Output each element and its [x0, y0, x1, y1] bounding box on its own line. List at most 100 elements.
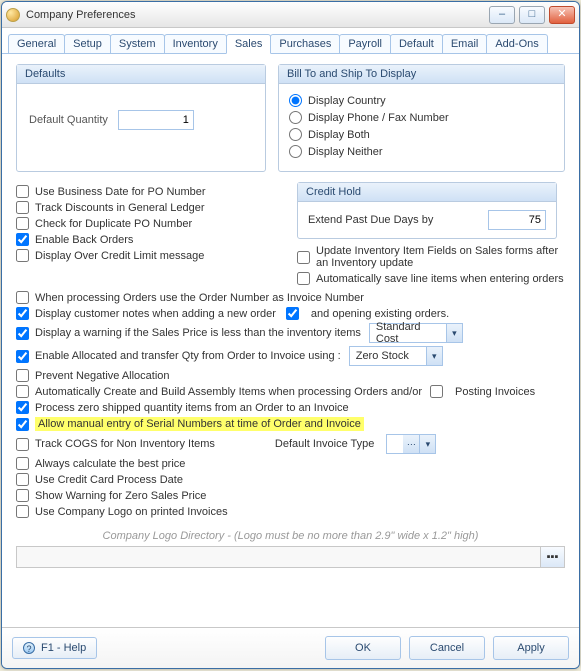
- browse-button[interactable]: ▪▪▪: [540, 547, 564, 567]
- credithold-header: Credit Hold: [298, 183, 556, 202]
- minimize-button[interactable]: –: [489, 6, 515, 24]
- tab-sales[interactable]: Sales: [226, 34, 272, 54]
- option-checkbox[interactable]: [16, 505, 29, 518]
- suffix-checkbox[interactable]: [430, 385, 443, 398]
- option-row: Update Inventory Item Fields on Sales fo…: [297, 245, 565, 269]
- option-checkbox[interactable]: [16, 201, 29, 214]
- footer: ? F1 - Help OK Cancel Apply: [2, 627, 579, 668]
- option-label: Display a warning if the Sales Price is …: [35, 327, 361, 339]
- billto-option: Display Country: [289, 94, 554, 107]
- billto-radio-label: Display Neither: [308, 146, 383, 158]
- option-checkbox[interactable]: [16, 418, 29, 431]
- extend-days-input[interactable]: [488, 210, 546, 230]
- apply-button[interactable]: Apply: [493, 636, 569, 660]
- option-checkbox[interactable]: [16, 291, 29, 304]
- billto-radio-label: Display Both: [308, 129, 370, 141]
- option-checkbox[interactable]: [16, 438, 29, 451]
- option-label: Enable Back Orders: [35, 234, 133, 246]
- option-label: Always calculate the best price: [35, 458, 185, 470]
- billto-radio[interactable]: [289, 94, 302, 107]
- option-checkbox[interactable]: [16, 217, 29, 230]
- option-row: Display a warning if the Sales Price is …: [16, 323, 565, 343]
- option-checkbox[interactable]: [16, 249, 29, 262]
- window-title: Company Preferences: [26, 9, 485, 21]
- option-label: Automatically Create and Build Assembly …: [35, 386, 422, 398]
- close-button[interactable]: ✕: [549, 6, 575, 24]
- suffix-label: and opening existing orders.: [311, 308, 449, 320]
- option-row: Display customer notes when adding a new…: [16, 307, 565, 320]
- ellipsis-icon: ⋯: [403, 435, 419, 453]
- tab-purchases[interactable]: Purchases: [270, 34, 340, 53]
- billto-radio-label: Display Country: [308, 95, 386, 107]
- default-qty-input[interactable]: [118, 110, 194, 130]
- option-checkbox[interactable]: [16, 457, 29, 470]
- tab-default[interactable]: Default: [390, 34, 443, 53]
- cancel-button[interactable]: Cancel: [409, 636, 485, 660]
- help-button[interactable]: ? F1 - Help: [12, 637, 97, 659]
- tab-email[interactable]: Email: [442, 34, 488, 53]
- tab-inventory[interactable]: Inventory: [164, 34, 227, 53]
- billto-radio[interactable]: [289, 111, 302, 124]
- logo-section: Company Logo Directory - (Logo must be n…: [16, 530, 565, 568]
- tab-setup[interactable]: Setup: [64, 34, 111, 53]
- suffix-checkbox[interactable]: [286, 307, 299, 320]
- ok-button[interactable]: OK: [325, 636, 401, 660]
- option-label: Track Discounts in General Ledger: [35, 202, 205, 214]
- titlebar: Company Preferences – □ ✕: [2, 2, 579, 28]
- billto-group: Bill To and Ship To Display Display Coun…: [278, 64, 565, 172]
- option-checkbox[interactable]: [297, 251, 310, 264]
- preferences-window: Company Preferences – □ ✕ GeneralSetupSy…: [1, 1, 580, 669]
- option-row: Display Over Credit Limit message: [16, 249, 285, 262]
- extend-label: Extend Past Due Days by: [308, 214, 488, 226]
- option-checkbox[interactable]: [16, 401, 29, 414]
- tab-general[interactable]: General: [8, 34, 65, 53]
- combo-value: Zero Stock: [350, 350, 426, 362]
- option-row: Show Warning for Zero Sales Price: [16, 489, 565, 502]
- defaults-header: Defaults: [17, 65, 265, 84]
- option-checkbox[interactable]: [16, 327, 29, 340]
- help-icon: ?: [23, 642, 35, 654]
- logo-path-row: ▪▪▪: [16, 546, 565, 568]
- maximize-button[interactable]: □: [519, 6, 545, 24]
- default-qty-label: Default Quantity: [29, 114, 108, 126]
- default-invoice-type-combo[interactable]: ⋯▾: [386, 434, 436, 454]
- option-label: Display Over Credit Limit message: [35, 250, 204, 262]
- tab-payroll[interactable]: Payroll: [339, 34, 391, 53]
- option-row: Enable Back Orders: [16, 233, 285, 246]
- billto-radio[interactable]: [289, 145, 302, 158]
- option-label: Process zero shipped quantity items from…: [35, 402, 349, 414]
- logo-path-input[interactable]: [17, 547, 540, 567]
- option-row: Track COGS for Non Inventory ItemsDefaul…: [16, 434, 565, 454]
- option-row: Allow manual entry of Serial Numbers at …: [16, 417, 565, 431]
- option-row: Prevent Negative Allocation: [16, 369, 565, 382]
- option-row: Automatically save line items when enter…: [297, 272, 565, 285]
- option-checkbox[interactable]: [16, 489, 29, 502]
- option-row: Check for Duplicate PO Number: [16, 217, 285, 230]
- option-label: Update Inventory Item Fields on Sales fo…: [316, 245, 565, 269]
- option-row: Automatically Create and Build Assembly …: [16, 385, 565, 398]
- option-label: Automatically save line items when enter…: [316, 273, 564, 285]
- option-label: Use Business Date for PO Number: [35, 186, 206, 198]
- tabs-row: GeneralSetupSystemInventorySalesPurchase…: [2, 28, 579, 54]
- option-label: Use Credit Card Process Date: [35, 474, 183, 486]
- billto-radio[interactable]: [289, 128, 302, 141]
- option-checkbox[interactable]: [16, 473, 29, 486]
- billto-radio-label: Display Phone / Fax Number: [308, 112, 449, 124]
- combo-select[interactable]: Zero Stock▾: [349, 346, 443, 366]
- option-checkbox[interactable]: [16, 185, 29, 198]
- option-label: When processing Orders use the Order Num…: [35, 292, 364, 304]
- option-label: Check for Duplicate PO Number: [35, 218, 192, 230]
- default-invoice-type-label: Default Invoice Type: [275, 438, 374, 450]
- option-checkbox[interactable]: [16, 369, 29, 382]
- option-checkbox[interactable]: [297, 272, 310, 285]
- tab-add-ons[interactable]: Add-Ons: [486, 34, 547, 53]
- billto-option: Display Both: [289, 128, 554, 141]
- option-checkbox[interactable]: [16, 385, 29, 398]
- combo-select[interactable]: Standard Cost▾: [369, 323, 463, 343]
- option-checkbox[interactable]: [16, 233, 29, 246]
- option-row: Track Discounts in General Ledger: [16, 201, 285, 214]
- tab-system[interactable]: System: [110, 34, 165, 53]
- option-checkbox[interactable]: [16, 350, 29, 363]
- option-checkbox[interactable]: [16, 307, 29, 320]
- suffix-label: Posting Invoices: [455, 386, 535, 398]
